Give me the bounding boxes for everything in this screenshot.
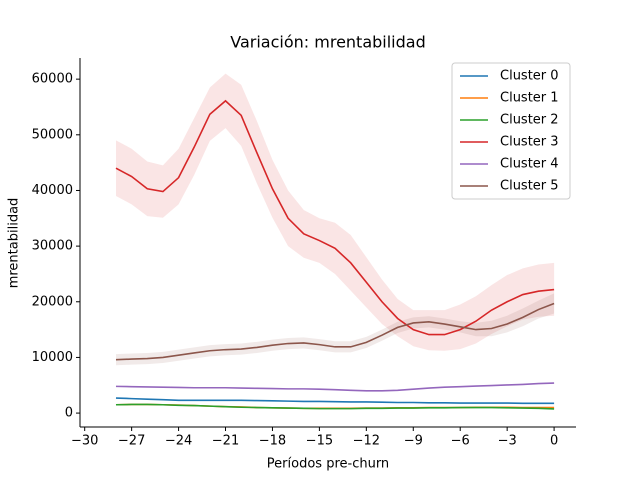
y-tick-label: 30000 (32, 239, 73, 254)
series-line (115, 302, 555, 361)
x-axis-label: Períodos pre-churn (267, 457, 389, 472)
series-line (115, 403, 555, 410)
x-tick-label: −12 (353, 434, 380, 449)
series-line (115, 397, 555, 405)
legend-label: Cluster 0 (500, 69, 559, 84)
y-tick-label: 50000 (32, 127, 73, 142)
y-tick-label: 20000 (32, 294, 73, 309)
series-line (115, 99, 555, 336)
x-tick-label: 0 (550, 434, 558, 449)
series-line (115, 382, 555, 392)
x-tick-label: −18 (259, 434, 286, 449)
legend-label: Cluster 2 (500, 113, 559, 128)
x-tick-label: −24 (165, 434, 192, 449)
x-tick-label: −6 (451, 434, 470, 449)
legend-label: Cluster 5 (500, 179, 559, 194)
legend-box (451, 62, 571, 200)
y-tick-label: 0 (65, 406, 73, 421)
x-tick-label: −27 (118, 434, 145, 449)
x-tick-label: −9 (404, 434, 423, 449)
legend-label: Cluster 4 (500, 157, 559, 172)
x-tick-label: −21 (212, 434, 239, 449)
chart-title: Variación: mrentabilidad (230, 33, 425, 52)
y-tick-label: 40000 (32, 183, 73, 198)
x-tick-label: −15 (306, 434, 333, 449)
legend-label: Cluster 1 (500, 91, 559, 106)
y-axis-label: mrentabilidad (7, 198, 22, 289)
confidence-band (115, 293, 555, 366)
legend-label: Cluster 3 (500, 135, 559, 150)
y-tick-label: 10000 (32, 350, 73, 365)
x-tick-label: −30 (71, 434, 98, 449)
x-tick-label: −3 (498, 434, 517, 449)
y-tick-label: 60000 (32, 72, 73, 87)
